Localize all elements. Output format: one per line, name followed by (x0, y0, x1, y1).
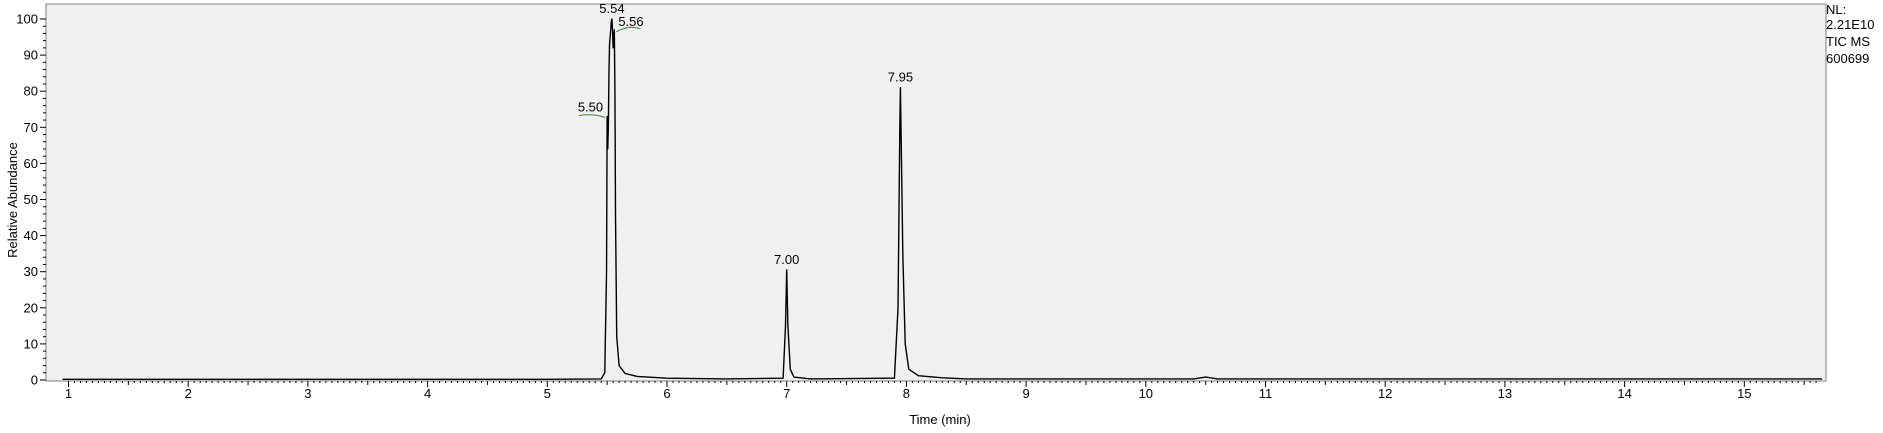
info-line-value: 2.21E10 (1826, 17, 1874, 32)
x-tick-label: 12 (1378, 386, 1392, 401)
info-line-id: 600699 (1826, 51, 1869, 66)
y-tick-label: 0 (31, 373, 38, 388)
info-line-nl: NL: (1826, 2, 1846, 17)
y-tick-label: 100 (16, 12, 38, 27)
peak-label: 7.95 (888, 70, 913, 85)
y-tick-label: 40 (24, 228, 38, 243)
x-tick-label: 6 (663, 386, 670, 401)
x-tick-label: 11 (1259, 386, 1273, 401)
peak-label: 5.50 (578, 99, 603, 114)
info-line-tic: TIC MS (1826, 34, 1870, 49)
y-tick-label: 10 (24, 336, 38, 351)
x-axis: 1 2 3 4 5 6 7 8 9 10 11 12 13 14 15 (65, 381, 1817, 401)
x-tick-label: 8 (903, 386, 910, 401)
peak-label: 7.00 (774, 252, 799, 267)
y-tick-label: 60 (24, 156, 38, 171)
y-tick-label: 90 (24, 48, 38, 63)
plot-area (45, 3, 1827, 382)
x-tick-label: 7 (783, 386, 790, 401)
peak-label: 5.54 (599, 1, 624, 16)
y-tick-label: 20 (24, 300, 38, 315)
x-tick-label: 4 (424, 386, 431, 401)
y-tick-label: 50 (24, 192, 38, 207)
x-tick-label: 2 (185, 386, 192, 401)
x-tick-label: 1 (65, 386, 72, 401)
y-tick-label: 70 (24, 120, 38, 135)
x-axis-title: Time (min) (909, 412, 971, 427)
tic-trace-0 (62, 18, 1823, 380)
x-tick-label: 9 (1022, 386, 1029, 401)
peak-label: 5.56 (618, 14, 643, 29)
y-tick-label: 80 (24, 84, 38, 99)
info-block: NL: 2.21E10 TIC MS 600699 (1826, 2, 1874, 66)
x-tick-label: 10 (1139, 386, 1153, 401)
x-tick-label: 14 (1617, 386, 1631, 401)
y-tick-label: 30 (24, 264, 38, 279)
x-tick-label: 3 (304, 386, 311, 401)
x-tick-label: 13 (1498, 386, 1512, 401)
peak-marker (579, 114, 606, 118)
y-axis-title: Relative Abundance (5, 142, 20, 258)
x-tick-label: 15 (1737, 386, 1751, 401)
y-axis: 0 10 20 30 40 50 60 70 80 90 100 (16, 12, 46, 388)
x-tick-label: 5 (544, 386, 551, 401)
peak-marker (616, 26, 641, 33)
